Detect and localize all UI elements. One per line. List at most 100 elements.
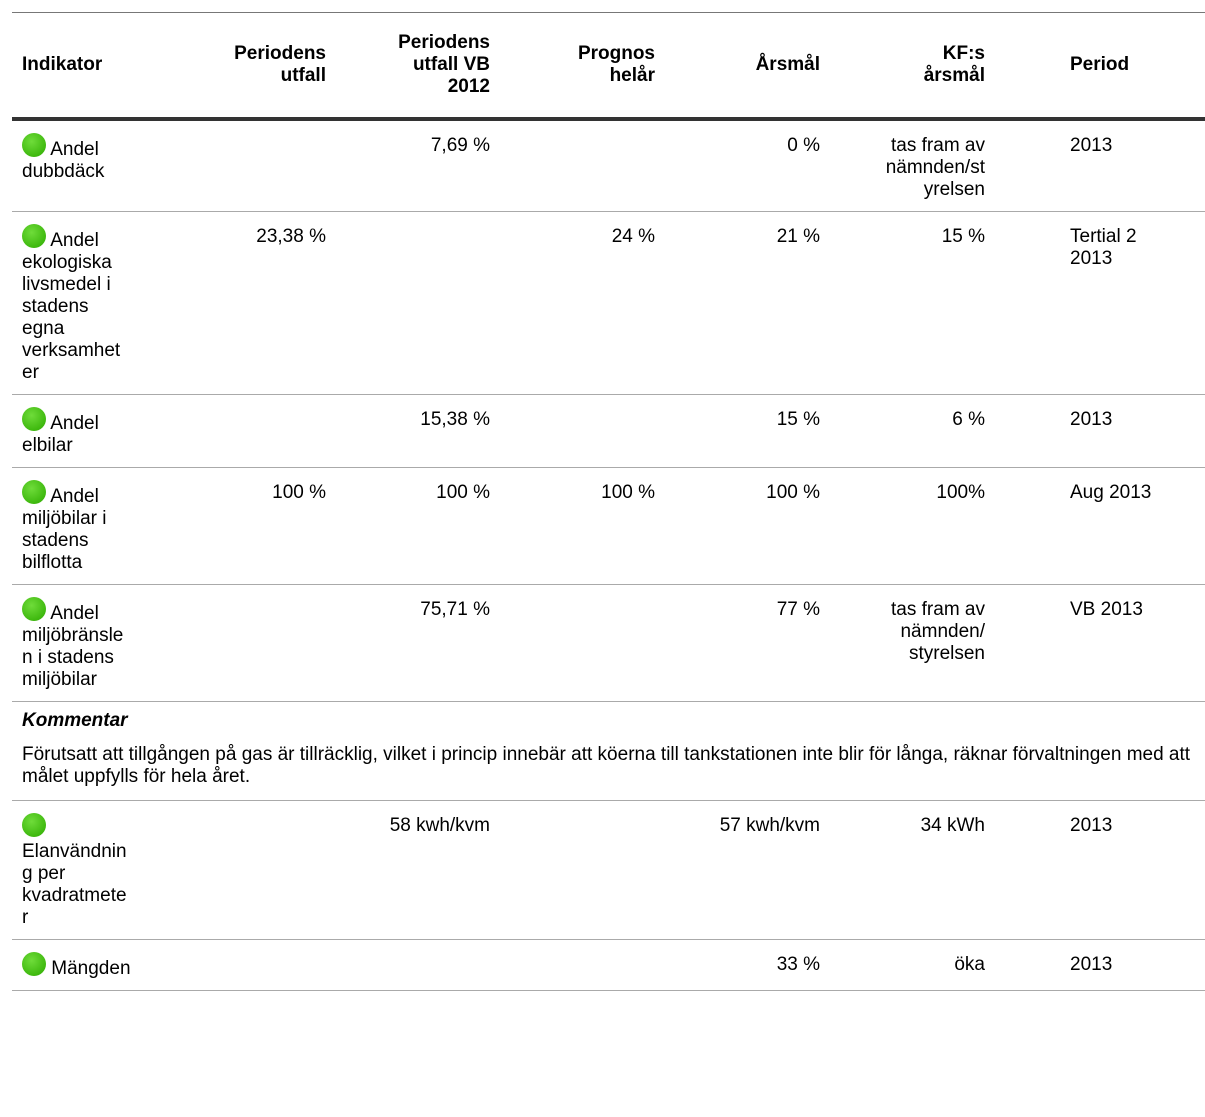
table-row: Andel miljöbilar i stadens bilflotta 100 % 10… <box>12 467 1205 585</box>
value-cell <box>175 119 336 212</box>
value-cell <box>175 939 336 991</box>
indicator-cell: Andel miljöbränsle n i stadens miljöbilar <box>12 584 175 702</box>
cell-text: Årsmål <box>755 54 820 75</box>
cell-text: Andel <box>50 413 99 434</box>
value-cell <box>175 394 336 468</box>
header-row: Indikator Periodens utfall Periodens utfall … <box>12 12 1205 121</box>
cell-text: 6 % <box>952 409 985 430</box>
value-cell: 6 % <box>830 394 995 468</box>
status-dot <box>22 813 46 837</box>
value-cell: 75,71 % <box>336 584 500 702</box>
value-cell: 100 % <box>336 467 500 585</box>
column-header: Period <box>995 12 1205 121</box>
value-cell <box>500 394 665 468</box>
cell-text: stadens <box>22 296 89 317</box>
table-row: Kommentar Förutsatt att tillgången på gas… <box>12 701 1205 801</box>
cell-text: styrelsen <box>908 643 985 664</box>
value-cell: 34 kWh <box>830 800 995 940</box>
cell-text: Elanvändnin <box>22 841 127 862</box>
table-row: Andel dubbdäck 7,69 % 0 % tas fram av nämnden… <box>12 119 1205 212</box>
indicator-cell: Andel dubbdäck <box>12 119 175 212</box>
value-cell <box>175 584 336 702</box>
cell-text: Prognos <box>577 43 655 64</box>
value-cell: 100% <box>830 467 995 585</box>
column-header: KF:s årsmål <box>830 12 995 121</box>
cell-text: 21 % <box>776 226 820 247</box>
cell-text: 77 % <box>776 599 820 620</box>
cell-text: 75,71 % <box>420 599 490 620</box>
value-cell: 33 % <box>665 939 830 991</box>
cell-text: nämnden/ <box>900 621 985 642</box>
cell-text: nämnden/st <box>885 157 985 178</box>
cell-text: 100 % <box>436 482 490 503</box>
cell-text: r <box>22 907 29 928</box>
cell-text: livsmedel i <box>22 274 111 295</box>
cell-text: verksamhet <box>22 340 121 361</box>
indicator-cell: Andel miljöbilar i stadens bilflotta <box>12 467 175 585</box>
value-cell: 2013 <box>995 119 1205 212</box>
cell-text: 15,38 % <box>420 409 490 430</box>
status-dot <box>22 480 46 504</box>
value-cell: 100 % <box>665 467 830 585</box>
cell-text: miljöbilar <box>22 669 97 690</box>
cell-text: 2013 <box>1070 248 1113 269</box>
value-cell: 100 % <box>500 467 665 585</box>
cell-text: 57 kwh/kvm <box>719 815 820 836</box>
indicator-cell: Andel elbilar <box>12 394 175 468</box>
status-dot <box>22 407 46 431</box>
cell-text: Andel <box>50 603 99 624</box>
cell-text: Indikator <box>22 54 103 75</box>
value-cell: 2013 <box>995 394 1205 468</box>
value-cell: 23,38 % <box>175 211 336 395</box>
cell-text: 7,69 % <box>430 135 490 156</box>
cell-text: årsmål <box>923 65 985 86</box>
status-dot <box>22 133 46 157</box>
indicator-cell: Mängden <box>12 939 175 991</box>
value-cell: 2013 <box>995 939 1205 991</box>
cell-text: dubbdäck <box>22 161 105 182</box>
table-row: Andel miljöbränsle n i stadens miljöbilar 75… <box>12 584 1205 702</box>
cell-text: egna <box>22 318 65 339</box>
indicator-cell: Andel ekologiska livsmedel i stadens egna ver… <box>12 211 175 395</box>
cell-text: Andel <box>50 230 99 251</box>
cell-text: Mängden <box>51 958 131 979</box>
value-cell: 0 % <box>665 119 830 212</box>
cell-text: 0 % <box>787 135 820 156</box>
value-cell: 21 % <box>665 211 830 395</box>
cell-text: Andel <box>50 139 99 160</box>
value-cell <box>500 584 665 702</box>
table-body: Andel dubbdäck 7,69 % 0 % tas fram av nämnden… <box>12 119 1205 991</box>
cell-text: elbilar <box>22 435 73 456</box>
value-cell <box>500 119 665 212</box>
indicator-table: Indikator Periodens utfall Periodens utfall … <box>12 12 1205 991</box>
value-cell: 15,38 % <box>336 394 500 468</box>
value-cell: 15 % <box>665 394 830 468</box>
table-row: Mängden 33 % öka 2013 <box>12 939 1205 991</box>
cell-text: 2012 <box>447 76 490 97</box>
value-cell: öka <box>830 939 995 991</box>
cell-text: 23,38 % <box>256 226 326 247</box>
cell-text: tas fram av <box>891 135 985 156</box>
cell-text: Period <box>1070 54 1130 75</box>
value-cell: 57 kwh/kvm <box>665 800 830 940</box>
value-cell: 24 % <box>500 211 665 395</box>
cell-text: öka <box>954 954 985 975</box>
comment-cell: Kommentar Förutsatt att tillgången på gas… <box>12 701 1205 801</box>
cell-text: KF:s <box>942 43 985 64</box>
cell-text: bilflotta <box>22 552 83 573</box>
cell-text: Periodens <box>398 32 490 53</box>
comment-title: Kommentar <box>22 710 128 731</box>
column-header: Årsmål <box>665 12 830 121</box>
cell-text: utfall VB <box>412 54 490 75</box>
table-row: Andel elbilar 15,38 % 15 % 6 % 2013 <box>12 394 1205 468</box>
cell-text: utfall <box>280 65 326 86</box>
cell-text: 100 % <box>272 482 326 503</box>
value-cell: 58 kwh/kvm <box>336 800 500 940</box>
cell-text: 15 % <box>776 409 820 430</box>
indicator-cell: Elanvändnin g per kvadratmete r <box>12 800 175 940</box>
value-cell: Tertial 2 2013 <box>995 211 1205 395</box>
cell-text: 100 % <box>766 482 820 503</box>
value-cell: 7,69 % <box>336 119 500 212</box>
